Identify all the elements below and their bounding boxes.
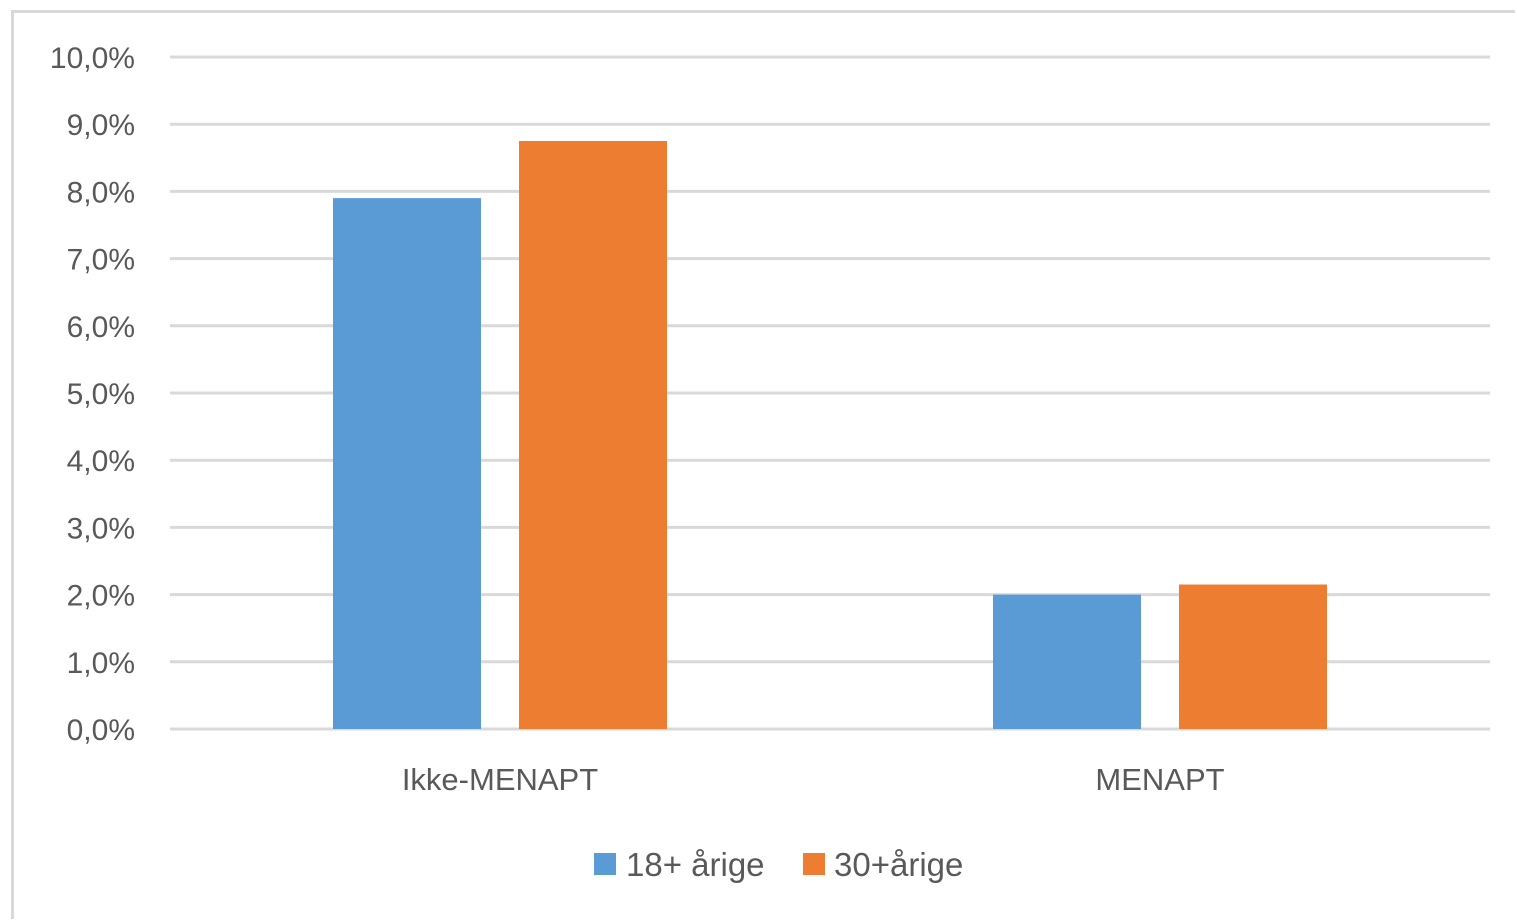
legend-swatch xyxy=(594,853,616,875)
y-tick-label: 1,0% xyxy=(67,647,135,680)
legend-swatch xyxy=(803,853,825,875)
y-tick-label: 3,0% xyxy=(67,512,135,545)
y-tick-label: 6,0% xyxy=(67,311,135,344)
chart-frame xyxy=(11,10,1515,919)
x-category-label: Ikke-MENAPT xyxy=(402,762,598,797)
y-tick-label: 4,0% xyxy=(67,445,135,478)
y-tick-label: 9,0% xyxy=(67,109,135,142)
legend: 18+ årige 30+årige xyxy=(594,846,963,883)
bar xyxy=(519,141,667,729)
y-tick-label: 8,0% xyxy=(67,176,135,209)
y-tick-label: 5,0% xyxy=(67,378,135,411)
y-tick-label: 0,0% xyxy=(67,714,135,747)
legend-label: 30+årige xyxy=(834,846,963,883)
bar xyxy=(993,594,1141,729)
bar xyxy=(1179,584,1327,729)
y-tick-label: 10,0% xyxy=(50,42,135,75)
y-tick-label: 7,0% xyxy=(67,244,135,277)
legend-label: 18+ årige xyxy=(626,846,765,883)
x-category-label: MENAPT xyxy=(1095,762,1224,797)
y-axis-tick-labels: 0,0% 1,0% 2,0% 3,0% 4,0% 5,0% 6,0% 7,0% 8,0% 9,0%… xyxy=(50,42,135,747)
x-axis-category-labels: Ikke-MENAPT MENAPT xyxy=(402,762,1225,797)
y-tick-label: 2,0% xyxy=(67,580,135,613)
bars xyxy=(333,141,1327,729)
bar xyxy=(333,198,481,729)
